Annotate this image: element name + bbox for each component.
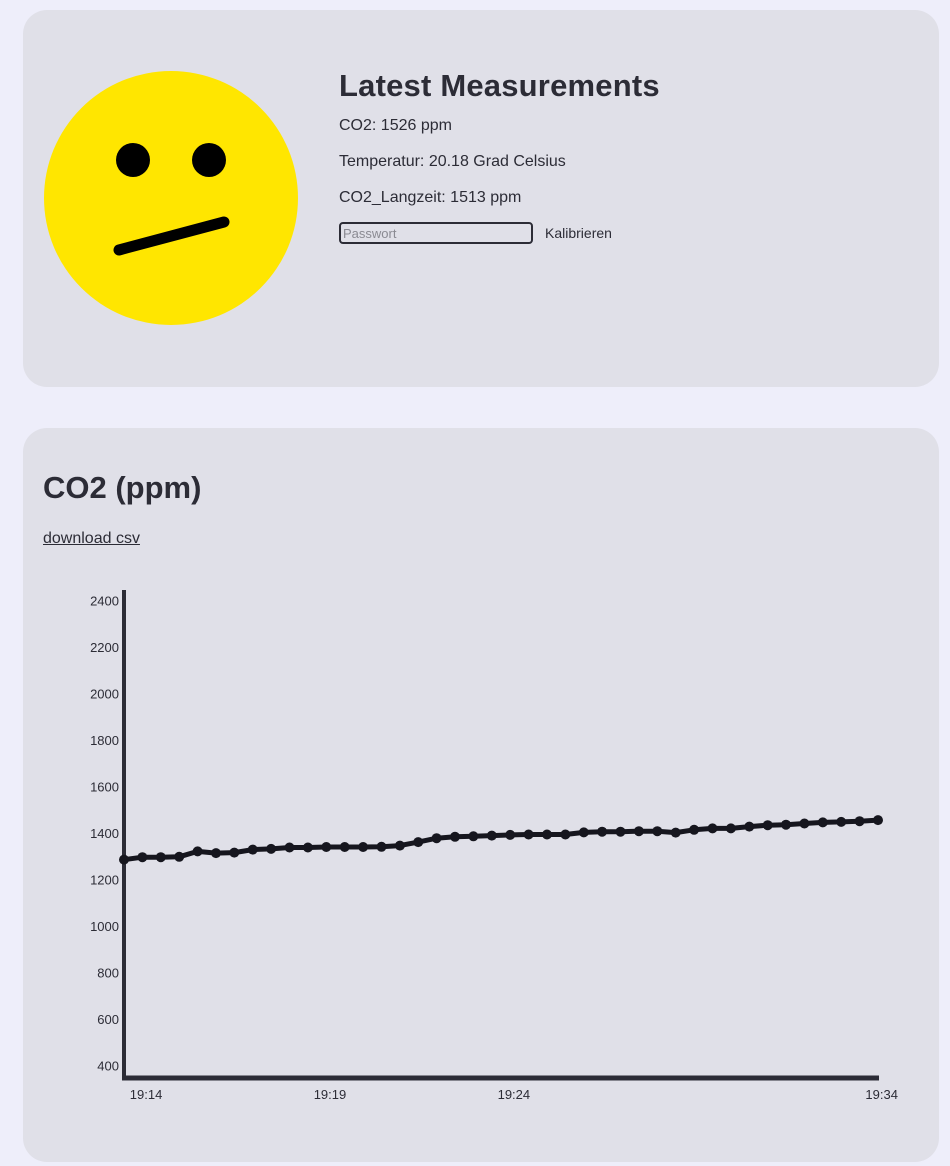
data-point (762, 820, 773, 831)
data-point (431, 833, 442, 844)
download-csv-link[interactable]: download csv (43, 530, 140, 547)
data-point (597, 826, 608, 837)
x-tick-label: 19:19 (314, 1087, 347, 1102)
data-point (542, 829, 552, 840)
data-point (339, 842, 350, 852)
data-point (744, 821, 755, 832)
data-point (560, 829, 571, 840)
data-point (155, 852, 166, 863)
data-point (413, 837, 424, 848)
y-tick-label: 1000 (90, 919, 119, 934)
measurements-title: Latest Measurements (339, 68, 660, 103)
data-point (523, 829, 534, 840)
data-point (652, 826, 663, 837)
co2-value: CO2: 1526 ppm (339, 117, 452, 134)
x-tick-label: 19:24 (498, 1087, 531, 1102)
data-point (873, 815, 883, 826)
data-point (450, 831, 460, 842)
data-point (486, 830, 497, 841)
y-tick-label: 2400 (90, 594, 119, 609)
data-point (321, 842, 332, 852)
y-tick-label: 1800 (90, 733, 119, 748)
y-tick-label: 400 (97, 1058, 119, 1073)
data-point (266, 843, 277, 854)
data-point (670, 827, 681, 838)
data-point (137, 852, 148, 863)
chart-title: CO2 (ppm) (43, 470, 202, 505)
data-point (578, 827, 589, 838)
temperature-value: Temperatur: 20.18 Grad Celsius (339, 153, 566, 170)
left-eye (116, 143, 150, 177)
neutral-face-icon (44, 71, 298, 325)
data-point (284, 842, 295, 853)
data-point (854, 816, 865, 827)
data-point (394, 840, 405, 851)
x-tick-label: 19:14 (130, 1087, 163, 1102)
data-point (468, 831, 479, 842)
mouth (113, 216, 230, 256)
data-point (229, 847, 240, 858)
data-point (119, 854, 129, 865)
right-eye (192, 143, 226, 177)
data-point (615, 826, 626, 837)
calibrate-button[interactable]: Kalibrieren (545, 225, 612, 241)
y-tick-label: 600 (97, 1012, 119, 1027)
y-tick-label: 1400 (90, 826, 119, 841)
data-point (725, 823, 736, 834)
data-point (799, 818, 810, 829)
data-point (376, 841, 387, 852)
data-point (633, 826, 644, 837)
face-circle (44, 71, 298, 325)
y-tick-label: 800 (97, 965, 119, 980)
co2-chart-card: CO2 (ppm) download csv 400 600 800 1000 1200… (23, 428, 939, 1162)
co2-line-chart: 400 600 800 1000 1200 1400 1600 1800 2000 2200 240… (90, 590, 898, 1102)
data-point (817, 817, 828, 828)
data-point (174, 851, 185, 862)
data-point (247, 844, 258, 855)
data-point (211, 848, 221, 859)
x-tick-label: 19:34 (865, 1087, 898, 1102)
data-point (302, 842, 313, 853)
co2-longterm-value: CO2_Langzeit: 1513 ppm (339, 189, 522, 206)
measurements-panel: Latest Measurements CO2: 1526 ppm Temper… (339, 68, 660, 244)
y-tick-label: 2000 (90, 687, 119, 702)
data-point (358, 842, 369, 852)
data-point (192, 846, 203, 857)
data-point (781, 819, 791, 830)
password-input[interactable] (339, 222, 533, 244)
data-point (707, 823, 718, 834)
data-point (689, 824, 700, 835)
y-tick-label: 1600 (90, 780, 119, 795)
y-tick-label: 2200 (90, 640, 119, 655)
data-point (505, 829, 516, 840)
latest-measurements-card: Latest Measurements CO2: 1526 ppm Temper… (23, 10, 939, 387)
y-tick-label: 1200 (90, 872, 119, 887)
data-point (836, 816, 847, 827)
calibration-row: Kalibrieren (339, 222, 660, 244)
